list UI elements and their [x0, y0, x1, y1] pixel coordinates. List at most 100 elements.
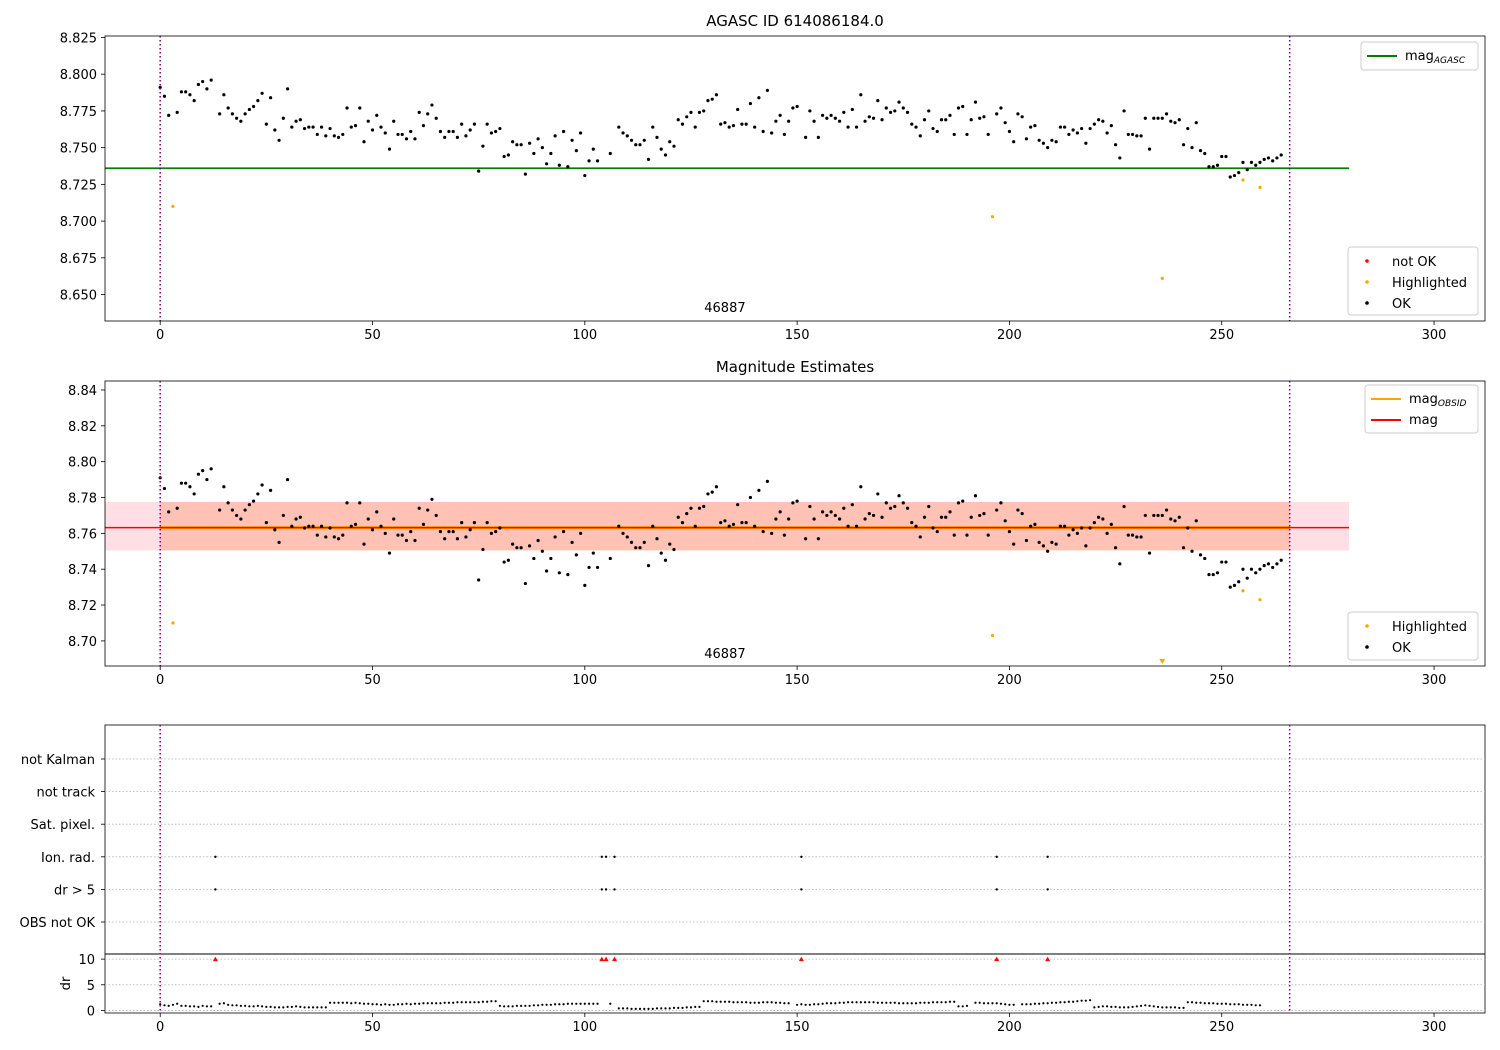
ok-point	[642, 540, 646, 544]
ok-point	[387, 551, 392, 555]
flag-point	[613, 888, 616, 891]
dr-point	[1097, 1005, 1100, 1008]
ok-point	[808, 109, 812, 113]
dr-point	[1046, 1002, 1049, 1005]
ok-point	[808, 504, 812, 509]
dr-point	[222, 1002, 225, 1005]
ok-point	[243, 508, 247, 512]
ok-point	[1054, 542, 1058, 546]
ok-point	[1122, 109, 1126, 113]
highlighted-point	[171, 204, 175, 209]
ok-point	[489, 131, 493, 135]
dr-point	[197, 1005, 200, 1008]
ok-point	[430, 497, 434, 501]
ok-point	[239, 119, 243, 123]
dr-point	[1237, 1003, 1240, 1006]
highlighted-point	[1258, 185, 1262, 189]
ok-point	[252, 104, 256, 109]
ok-point	[863, 119, 867, 123]
ok-point	[553, 134, 557, 138]
ok-point	[905, 110, 910, 114]
ok-point	[629, 540, 634, 544]
ok-point	[421, 124, 426, 128]
legend-agasc	[1360, 41, 1479, 71]
ok-point	[1080, 126, 1084, 131]
ok-point	[1258, 160, 1262, 164]
x-tick-label: 250	[1209, 328, 1234, 343]
dr-point	[965, 1004, 969, 1007]
ok-point	[999, 106, 1003, 110]
ok-point	[324, 535, 328, 539]
ok-point	[714, 485, 719, 489]
dr-point	[507, 1005, 510, 1008]
ok-point	[1063, 125, 1067, 129]
ok-point	[765, 479, 770, 483]
dr-point	[694, 1005, 697, 1008]
dr-point	[587, 1002, 591, 1005]
ok-point	[540, 549, 544, 553]
dr-point	[256, 1004, 259, 1007]
x-tick-label: 50	[364, 1020, 381, 1035]
ok-point	[196, 82, 201, 87]
ok-point	[1220, 154, 1224, 159]
ok-point	[706, 99, 710, 103]
ok-point	[1135, 535, 1139, 539]
ok-point	[634, 143, 638, 147]
dr-point	[583, 1002, 586, 1005]
dr-point	[851, 1001, 854, 1004]
ok-point	[324, 134, 328, 138]
ok-point	[787, 517, 791, 521]
ok-point	[1105, 131, 1109, 135]
ok-point	[621, 131, 625, 135]
dr-point	[596, 1002, 599, 1005]
ok-point	[485, 521, 489, 525]
ok-point	[302, 526, 307, 530]
ok-point	[226, 106, 230, 110]
dr-point	[651, 1007, 654, 1010]
dr-point	[345, 1001, 349, 1004]
dr-point	[379, 1003, 383, 1006]
flag-point	[604, 855, 608, 858]
ok-point	[1169, 517, 1173, 521]
ok-point	[438, 529, 443, 534]
dr-point	[906, 1002, 909, 1005]
ok-point	[1279, 153, 1283, 157]
ok-point	[944, 118, 948, 122]
dr-point	[762, 1001, 765, 1004]
dr-point	[248, 1005, 251, 1008]
ok-point	[1190, 146, 1194, 150]
ok-point	[201, 79, 205, 84]
ok-point	[1071, 128, 1075, 132]
ok-point	[876, 99, 880, 103]
dr-point	[732, 1001, 735, 1004]
ok-point	[710, 97, 714, 101]
ok-point	[1126, 533, 1130, 537]
ok-point	[561, 129, 566, 134]
ok-point	[523, 172, 527, 176]
ok-point	[545, 162, 549, 166]
dr-point	[706, 1000, 710, 1003]
ok-point	[1067, 132, 1071, 137]
dr-point	[362, 1002, 366, 1005]
ok-point	[1271, 159, 1275, 163]
dr-point	[863, 1001, 867, 1004]
dr-point	[252, 1005, 255, 1008]
ok-point	[893, 109, 897, 113]
dr-point	[405, 1002, 408, 1005]
ok-point	[472, 521, 477, 525]
dr-point	[473, 1001, 476, 1004]
ok-point	[1122, 504, 1126, 509]
dr-point	[486, 1000, 489, 1003]
ok-point	[366, 517, 370, 521]
ok-point	[821, 510, 825, 514]
ok-point	[740, 521, 744, 525]
ok-point	[1092, 122, 1096, 126]
ok-point	[468, 528, 472, 532]
ok-point	[702, 504, 706, 509]
ok-point	[1105, 531, 1109, 535]
ok-point	[625, 535, 629, 539]
x-tick-label: 150	[785, 673, 810, 688]
ok-point	[1249, 567, 1254, 571]
ok-point	[986, 533, 990, 537]
ok-point	[549, 151, 553, 156]
